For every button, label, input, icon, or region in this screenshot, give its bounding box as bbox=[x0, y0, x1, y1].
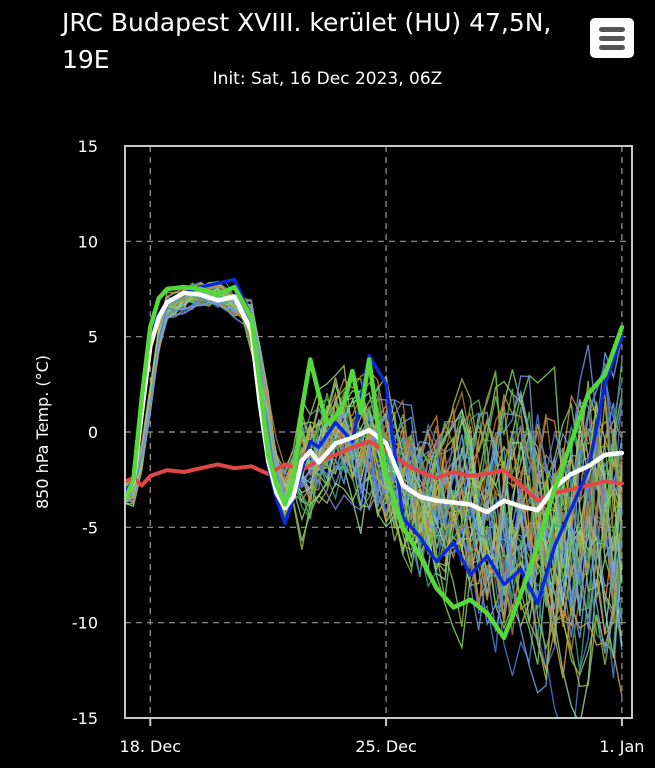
y-axis-ticks: -15 -10 -5 0 5 10 15 bbox=[72, 137, 98, 728]
x-tick-label: 1. Jan bbox=[599, 737, 644, 756]
highlighted-series bbox=[125, 277, 625, 641]
menu-bar-middle bbox=[599, 36, 625, 41]
y-axis-label: 850 hPa Temp. (°C) bbox=[33, 355, 52, 509]
ensemble-member-line bbox=[125, 296, 623, 617]
x-tick-label: 18. Dec bbox=[120, 737, 182, 756]
x-axis-ticks: 18. Dec 25. Dec 1. Jan bbox=[120, 718, 644, 756]
x-tick-label: 25. Dec bbox=[355, 737, 417, 756]
page-title: JRC Budapest XVIII. kerület (HU) 47,5N, … bbox=[62, 8, 552, 74]
ensemble-member-line bbox=[125, 301, 623, 654]
y-tick-label: 10 bbox=[78, 232, 98, 251]
y-tick-label: 15 bbox=[78, 137, 98, 156]
y-tick-label: 0 bbox=[88, 423, 98, 442]
y-tick-label: 5 bbox=[88, 328, 98, 347]
deterministic-line bbox=[125, 284, 625, 641]
init-subtitle: Init: Sat, 16 Dec 2023, 06Z bbox=[212, 69, 443, 89]
menu-bar-top bbox=[599, 27, 625, 32]
y-tick-label: -15 bbox=[72, 709, 98, 728]
ensemble-member-line bbox=[125, 282, 623, 601]
ensemble-mean-line bbox=[125, 290, 625, 515]
climatology-line bbox=[125, 439, 624, 503]
hamburger-menu-icon[interactable] bbox=[590, 18, 634, 58]
y-tick-label: -5 bbox=[82, 518, 98, 537]
plot-frame bbox=[124, 145, 633, 719]
y-tick-label: -10 bbox=[72, 614, 98, 633]
menu-bar-bottom bbox=[599, 45, 625, 50]
